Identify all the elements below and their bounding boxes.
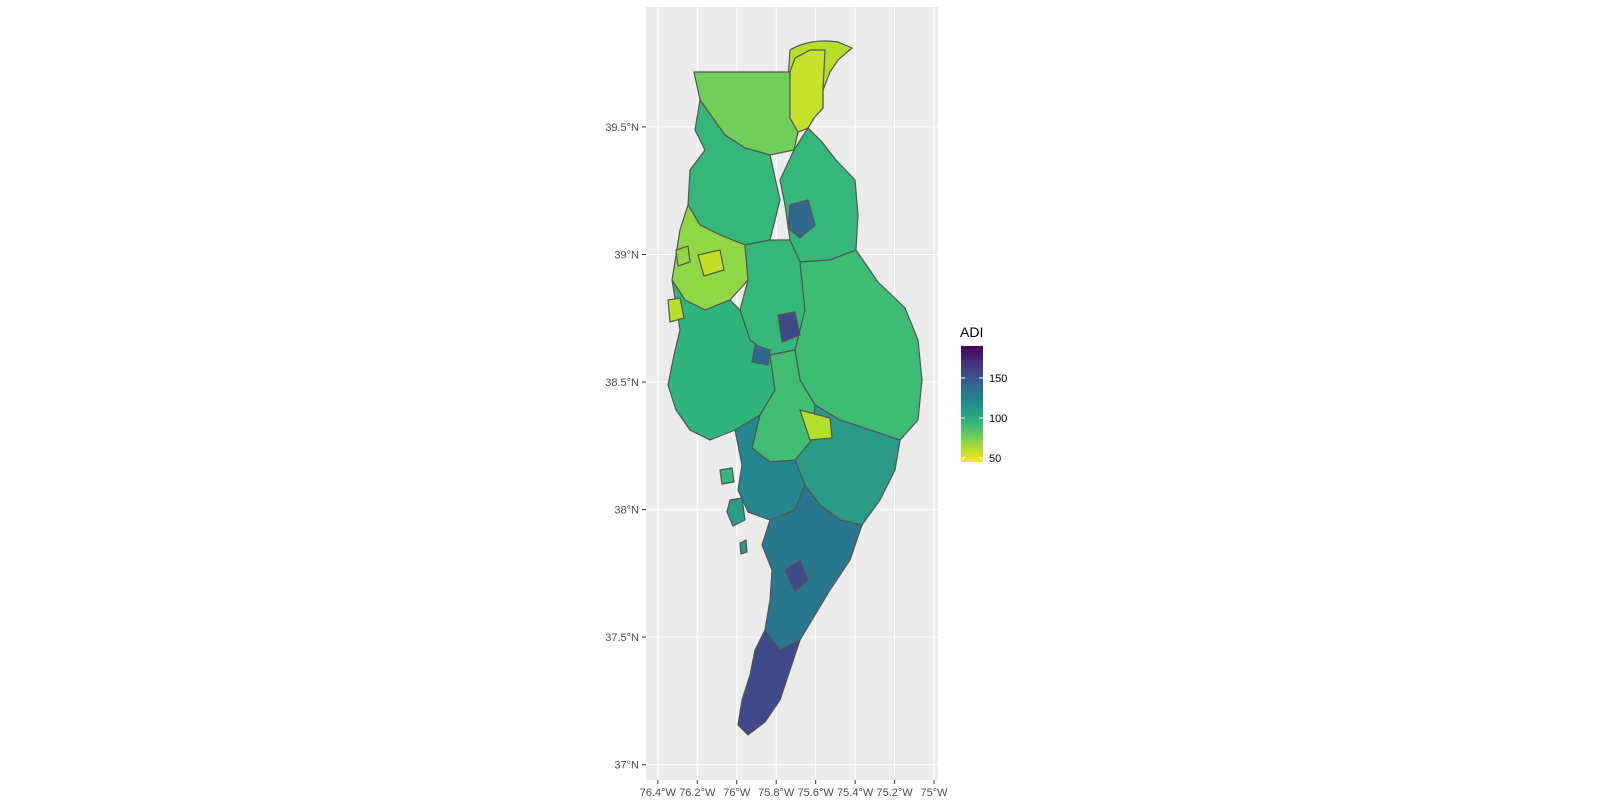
x-tick-label: 76°W bbox=[723, 787, 751, 799]
region-west-fringe-2 bbox=[675, 245, 691, 267]
region-west-fringe-1 bbox=[667, 297, 685, 323]
y-tick-label: 38°N bbox=[614, 505, 639, 517]
color-legend: ADI 150 100 50 bbox=[960, 324, 1007, 465]
region-dark-patch-3 bbox=[751, 344, 771, 366]
y-tick-label: 37.5°N bbox=[605, 632, 639, 644]
y-tick-label: 37°N bbox=[614, 760, 639, 772]
region-north-cecil-yellow bbox=[789, 49, 826, 133]
region-island-3 bbox=[739, 539, 748, 555]
y-tick-label: 38.5°N bbox=[605, 377, 639, 389]
x-tick-label: 75.4°W bbox=[837, 787, 874, 799]
x-tick-label: 76.4°W bbox=[640, 787, 677, 799]
x-tick-label: 75.6°W bbox=[798, 787, 835, 799]
x-tick-label: 76.2°W bbox=[679, 787, 716, 799]
region-light-patch-1 bbox=[799, 409, 833, 441]
region-dark-patch-2 bbox=[777, 311, 801, 343]
x-axis: 76.4°W 76.2°W 76°W 75.8°W 75.6°W 75.4°W 75.2°W… bbox=[640, 780, 948, 799]
x-tick-label: 75.8°W bbox=[758, 787, 795, 799]
legend-label: 100 bbox=[989, 413, 1007, 425]
legend-colorbar bbox=[961, 346, 983, 462]
region-island-1 bbox=[726, 497, 746, 527]
y-axis: 37°N 37.5°N 38°N 38.5°N 39°N 39.5°N bbox=[605, 122, 646, 772]
x-tick-label: 75°W bbox=[921, 787, 949, 799]
region-accomack bbox=[761, 483, 863, 651]
region-dark-patch-4 bbox=[784, 559, 809, 594]
region-light-patch-2 bbox=[697, 249, 725, 277]
region-island-2 bbox=[719, 467, 735, 485]
legend-label: 50 bbox=[989, 453, 1001, 465]
legend-ticks: 150 100 50 bbox=[961, 373, 1007, 465]
map-regions bbox=[667, 40, 923, 736]
region-northampton bbox=[737, 628, 802, 736]
region-dark-patch-1 bbox=[787, 199, 816, 239]
x-tick-label: 75.2°W bbox=[876, 787, 913, 799]
legend-title: ADI bbox=[960, 324, 983, 340]
y-tick-label: 39°N bbox=[614, 249, 639, 261]
y-tick-label: 39.5°N bbox=[605, 122, 639, 134]
legend-label: 150 bbox=[989, 373, 1007, 385]
